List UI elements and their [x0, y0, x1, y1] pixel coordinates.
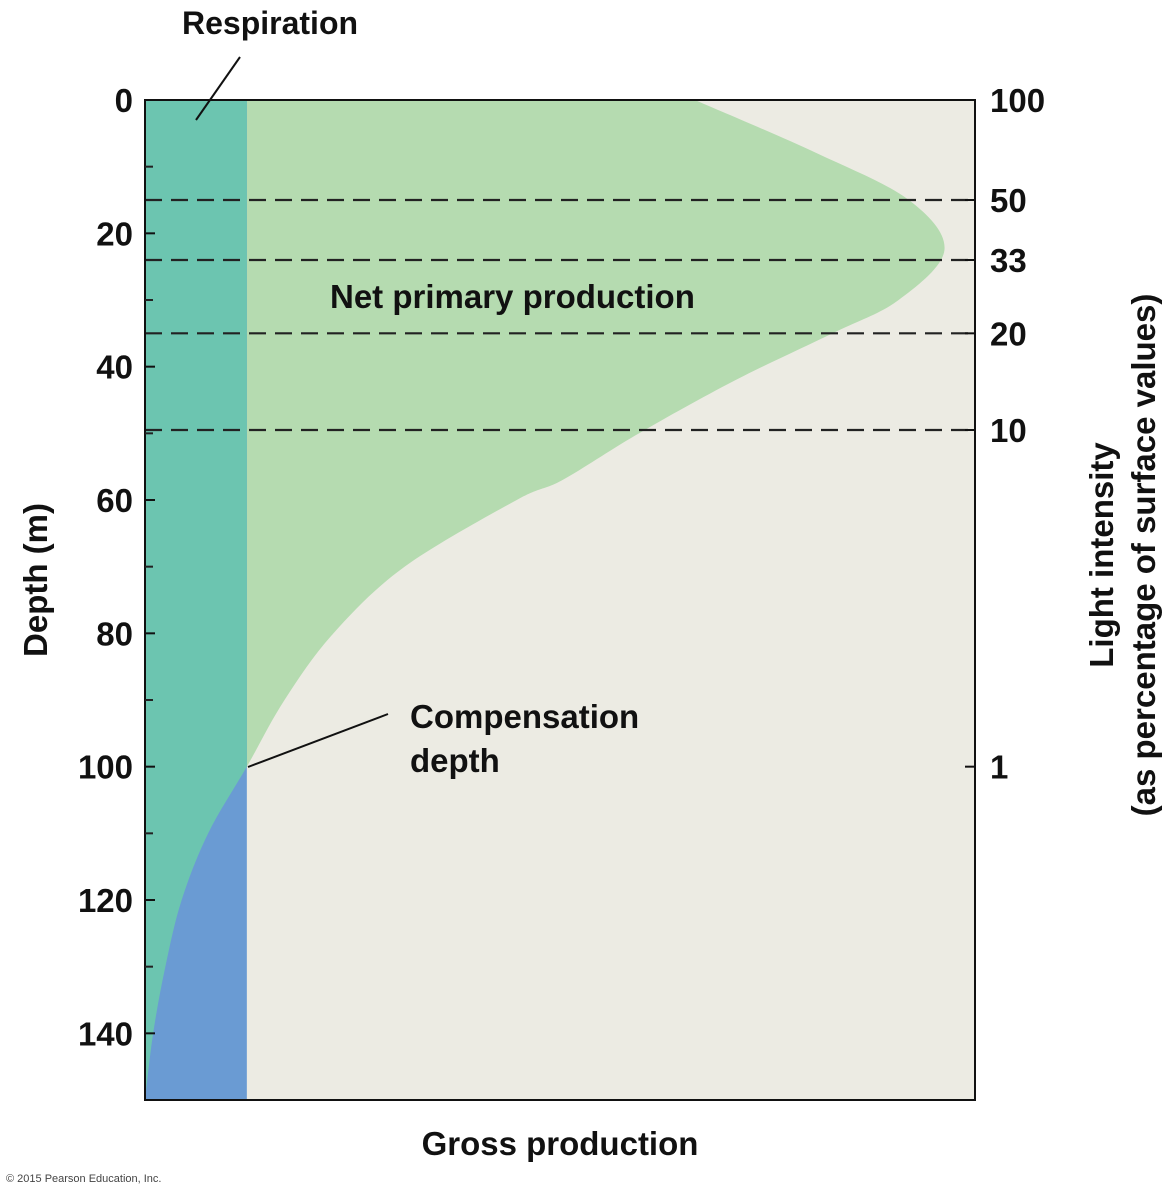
- y2-axis-label-2: (as percentage of surface values): [1125, 294, 1162, 817]
- light-level-lines: [145, 198, 975, 432]
- y2-tick-label: 1: [990, 749, 1008, 786]
- compensation-pointer: [247, 713, 389, 768]
- y-tick-label: 100: [78, 749, 133, 786]
- y-tick-label: 60: [96, 482, 133, 519]
- gross-production-area: [145, 100, 945, 1100]
- y2-axis-label-1: Light intensity: [1083, 442, 1120, 668]
- y-tick-label: 140: [78, 1015, 133, 1052]
- y-tick-label: 40: [96, 349, 133, 386]
- y2-tick-label: 100: [990, 82, 1045, 119]
- y-tick-label: 120: [78, 882, 133, 919]
- copyright: © 2015 Pearson Education, Inc.: [6, 1173, 162, 1185]
- y-tick-label: 80: [96, 615, 133, 652]
- respiration-label: Respiration: [182, 5, 358, 41]
- y2-tick-label: 33: [990, 242, 1027, 279]
- net-primary-production-label: Net primary production: [330, 278, 695, 315]
- y-tick-label: 0: [115, 82, 133, 119]
- y2-tick-label: 50: [990, 182, 1027, 219]
- y-axis-label: Depth (m): [17, 503, 54, 657]
- compensation-depth-label-1: Compensation: [410, 698, 639, 735]
- respiration-area: [145, 100, 247, 1100]
- y-tick-label: 20: [96, 215, 133, 252]
- x-axis-label: Gross production: [422, 1125, 699, 1162]
- y2-tick-label: 10: [990, 412, 1027, 449]
- compensation-depth-label-2: depth: [410, 742, 500, 779]
- plot-frame: [144, 99, 976, 1101]
- y2-tick-label: 20: [990, 315, 1027, 352]
- respiration-pointer: [195, 56, 241, 121]
